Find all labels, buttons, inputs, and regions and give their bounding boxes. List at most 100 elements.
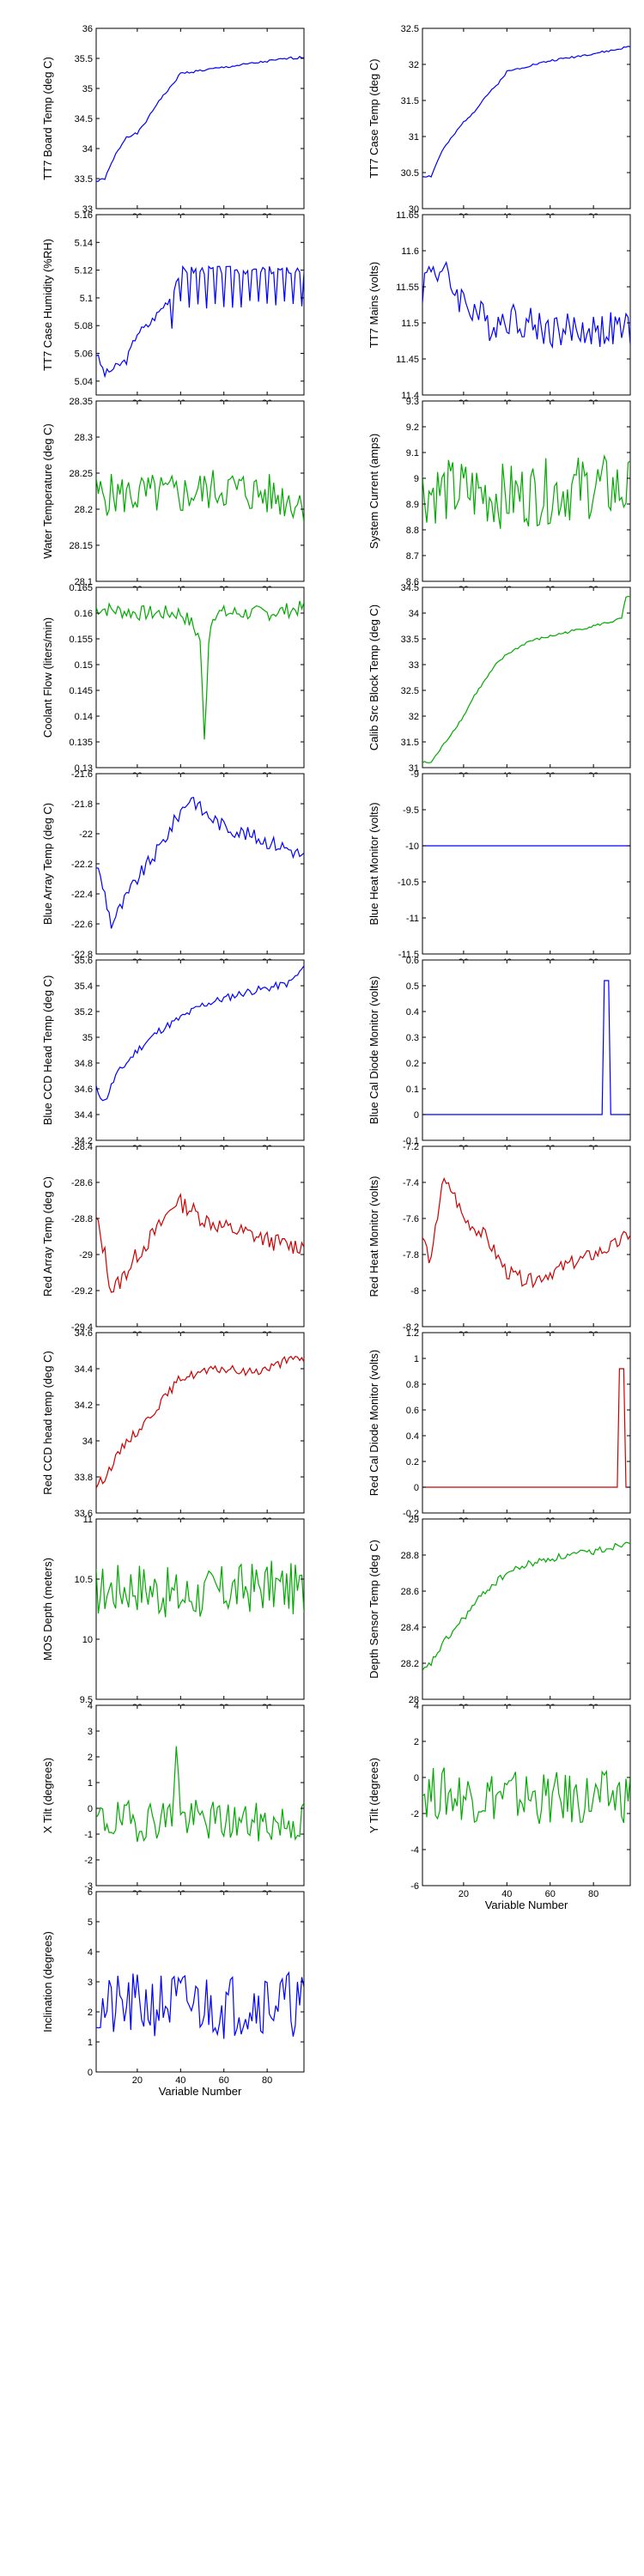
y-tick-label: 0: [88, 2068, 93, 2078]
y-axis-label: X Tilt (degrees): [41, 1758, 54, 1833]
y-tick-label: 8.7: [406, 551, 419, 562]
y-tick-label: 0.165: [69, 583, 93, 593]
y-tick-label: 34.5: [75, 114, 93, 125]
y-tick-label: -29: [79, 1250, 93, 1261]
y-tick-label: 35.6: [75, 956, 93, 966]
x-axis-label: Variable Number: [485, 1899, 568, 1911]
y-tick-label: 36: [82, 24, 93, 34]
y-tick-label: 28.3: [75, 433, 93, 443]
chart-red-array-temp: 20406080-29.4-29.2-29-28.8-28.6-28.4Vari…: [41, 1142, 305, 1352]
y-tick-label: 11: [83, 1515, 93, 1525]
chart-blue-cal-diode-monitor: 20406080-0.100.10.20.30.40.50.6Variable …: [368, 956, 631, 1166]
y-tick-label: -3: [84, 1881, 93, 1892]
y-tick-label: -7.8: [403, 1250, 419, 1261]
y-axis-label: Red Array Temp (deg C): [41, 1176, 54, 1297]
y-tick-label: 8.8: [406, 526, 419, 536]
x-tick-label: 20: [132, 2075, 143, 2086]
y-tick-label: 5: [88, 1917, 93, 1928]
x-tick-label: 40: [501, 1889, 512, 1899]
series-line: [96, 600, 304, 740]
x-tick-label: 60: [545, 1889, 556, 1899]
y-tick-label: 34: [409, 609, 419, 619]
y-tick-label: 31: [409, 132, 419, 143]
y-tick-label: 0.1: [406, 1084, 419, 1095]
y-tick-label: 33: [409, 660, 419, 671]
y-tick-label: -7.6: [403, 1214, 419, 1224]
y-tick-label: -29.2: [71, 1286, 93, 1297]
y-axis-label: TT7 Board Temp (deg C): [41, 57, 54, 180]
y-axis-label: Red Cal Diode Monitor (volts): [368, 1350, 380, 1497]
y-tick-label: 9.2: [406, 422, 419, 433]
chart-blue-ccd-head-temp: 2040608034.234.434.634.83535.235.435.6Va…: [41, 956, 305, 1166]
y-tick-label: 34.6: [75, 1084, 93, 1095]
series-line: [422, 454, 630, 529]
series-line: [422, 595, 630, 763]
series-line: [422, 1541, 630, 1671]
series-line: [96, 264, 304, 379]
plot-area: [95, 27, 305, 210]
y-tick-label: 31.5: [401, 96, 419, 106]
y-tick-label: -8.2: [403, 1322, 419, 1333]
y-tick-label: 34.4: [75, 1110, 93, 1121]
series-line: [422, 1177, 630, 1289]
y-tick-label: -7.2: [403, 1142, 419, 1152]
y-tick-label: -28.6: [71, 1178, 93, 1188]
y-tick-label: -8: [410, 1286, 419, 1297]
y-tick-label: 0.155: [69, 635, 93, 645]
plot-area: [95, 214, 305, 396]
y-tick-label: 34.4: [75, 1364, 93, 1375]
y-tick-label: -22.4: [71, 890, 93, 900]
y-axis-label: Water Temperature (deg C): [41, 423, 54, 559]
y-tick-label: 0.16: [75, 609, 93, 619]
chart-tt7-mains: 2040608011.411.4511.511.5511.611.65Varia…: [368, 210, 631, 421]
y-tick-label: 28: [409, 1695, 419, 1705]
y-tick-label: 0: [88, 1804, 93, 1814]
y-tick-label: 34.8: [75, 1059, 93, 1069]
y-axis-label: TT7 Mains (volts): [368, 262, 380, 348]
y-axis-label: TT7 Case Temp (deg C): [368, 58, 380, 178]
series-line: [96, 796, 304, 929]
y-tick-label: 33.5: [75, 174, 93, 185]
y-tick-label: 5.06: [75, 349, 93, 360]
y-tick-label: -1: [84, 1830, 93, 1840]
y-tick-label: -22: [79, 829, 93, 840]
y-axis-label: Blue Heat Monitor (volts): [368, 802, 380, 925]
y-tick-label: 2: [88, 2008, 93, 2018]
y-tick-label: 35.2: [75, 1007, 93, 1018]
y-tick-label: 5.04: [75, 377, 93, 387]
y-tick-label: 2: [414, 1737, 419, 1747]
y-tick-label: 33.6: [75, 1509, 93, 1519]
y-tick-label: 11.65: [396, 210, 419, 221]
x-tick-label: 40: [175, 2075, 185, 2086]
plot-area: [422, 773, 631, 955]
y-tick-label: 9.5: [80, 1695, 93, 1705]
series-line: [422, 1368, 630, 1488]
plot-area: [422, 1704, 631, 1886]
y-tick-label: 6: [88, 1887, 93, 1898]
y-tick-label: -7.4: [403, 1178, 419, 1188]
y-tick-label: 0.14: [75, 712, 93, 722]
plot-area: [422, 1518, 631, 1700]
y-tick-label: -0.2: [403, 1509, 419, 1519]
plot-area: [422, 1145, 631, 1327]
chart-water-temperature: 2040608028.128.1528.228.2528.328.35Varia…: [41, 397, 305, 607]
chart-system-current: 204060808.68.78.88.999.19.29.3Variable N…: [368, 397, 631, 607]
y-axis-label: Red Heat Monitor (volts): [368, 1176, 380, 1297]
y-tick-label: -28.8: [71, 1214, 93, 1224]
series-line: [96, 965, 304, 1102]
y-tick-label: 28.8: [401, 1551, 419, 1561]
y-tick-label: 3: [88, 1727, 93, 1737]
x-tick-label: 60: [219, 2075, 229, 2086]
plot-area: [95, 1704, 305, 1886]
y-tick-label: -11.5: [398, 950, 419, 960]
y-tick-label: -21.8: [71, 799, 93, 810]
y-tick-label: 0: [414, 1773, 419, 1783]
y-axis-label: Y Tilt (degrees): [368, 1758, 380, 1833]
y-axis-label: Red CCD head temp (deg C): [41, 1351, 54, 1495]
y-tick-label: 9: [414, 474, 419, 484]
y-axis-label: Inclination (degrees): [41, 1931, 54, 2032]
y-tick-label: -22.2: [71, 860, 93, 870]
